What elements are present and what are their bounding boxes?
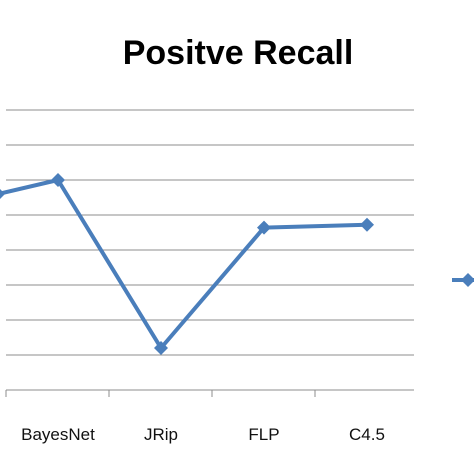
legend-marker (461, 273, 474, 287)
x-tick-labels: BayesNet JRip FLP C4.5 (21, 425, 385, 444)
gridlines (6, 109, 414, 356)
data-point-marker (0, 189, 5, 199)
x-tick-label: JRip (144, 425, 178, 444)
x-axis (5, 389, 414, 397)
legend (452, 273, 474, 287)
data-point-marker (360, 217, 374, 232)
x-tick-label: C4.5 (349, 425, 385, 444)
series-line (0, 178, 368, 350)
data-point-marker (257, 220, 271, 235)
data-point-marker (51, 173, 65, 187)
data-point-marker (154, 341, 168, 355)
chart-title: Positve Recall (123, 34, 354, 72)
x-tick-label: FLP (248, 425, 279, 444)
x-tick-label: BayesNet (21, 425, 95, 444)
series-layer (0, 173, 374, 355)
